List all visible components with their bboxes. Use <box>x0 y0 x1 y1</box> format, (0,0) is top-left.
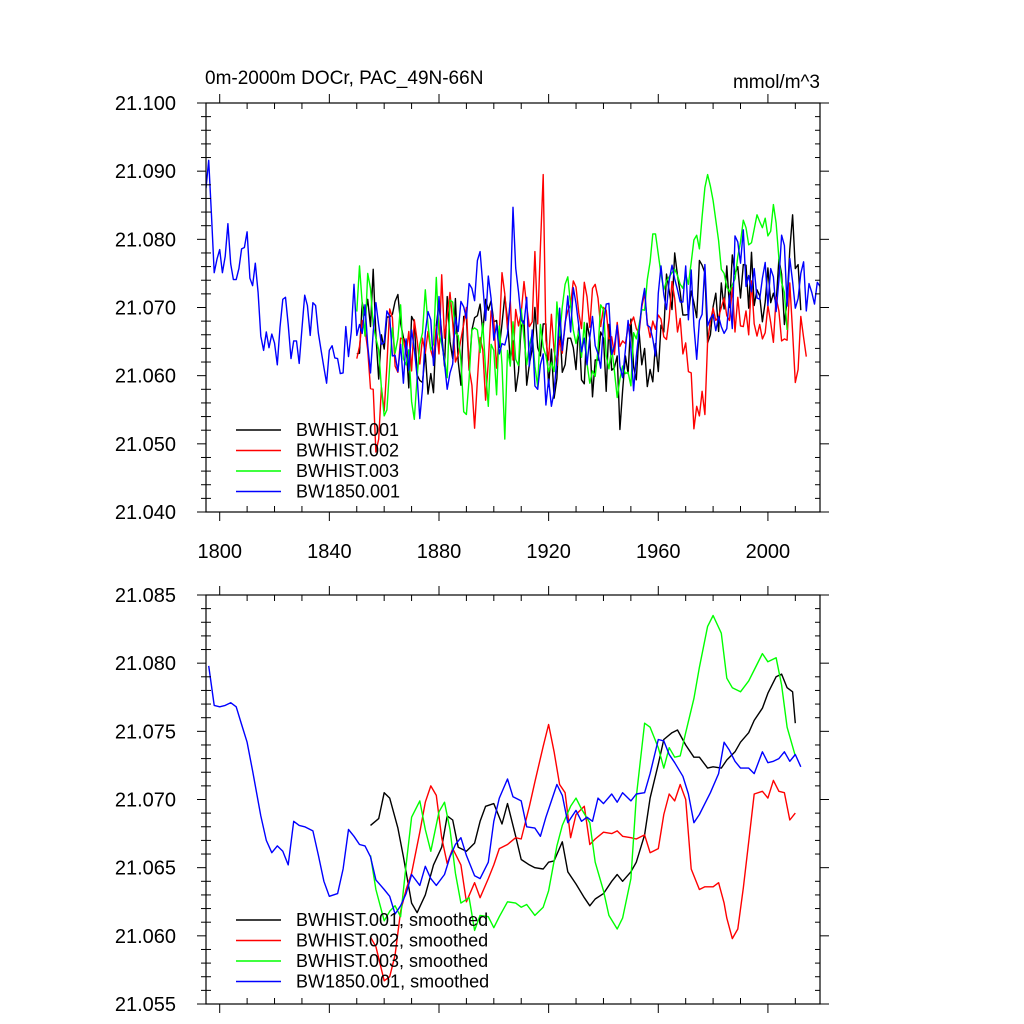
y-tick-label: 21.075 <box>115 721 176 743</box>
x-tick-label: 2000 <box>746 541 791 563</box>
axis-ticks <box>197 586 829 1013</box>
y-tick-label: 21.040 <box>115 502 176 524</box>
series-line-2-2 <box>369 723 796 982</box>
y-tick-label: 21.100 <box>115 93 176 115</box>
units-label: mmol/m^3 <box>733 72 820 93</box>
axis-ticks <box>197 94 829 521</box>
y-tick-label: 21.060 <box>115 926 176 948</box>
series-line-1-4 <box>206 159 820 420</box>
y-tick-label: 21.055 <box>115 994 176 1016</box>
x-tick-label: 1960 <box>636 541 681 563</box>
series-line-2-1 <box>370 673 796 914</box>
y-tick-label: 21.060 <box>115 366 176 388</box>
legend-entry: BW1850.001, smoothed <box>296 972 489 992</box>
legend-entry: BWHIST.003, smoothed <box>296 951 488 971</box>
series-line-2-4 <box>208 665 802 915</box>
x-tick-label: 1880 <box>417 541 462 563</box>
x-tick-label: 1920 <box>526 541 571 563</box>
y-tick-label: 21.065 <box>115 858 176 880</box>
series-line-2-3 <box>369 614 796 932</box>
series-line-1-2 <box>356 173 807 453</box>
y-tick-label: 21.080 <box>115 229 176 251</box>
series-group <box>208 614 802 982</box>
x-tick-label: 1840 <box>307 541 352 563</box>
legend-entry: BW1850.001 <box>296 482 400 502</box>
y-tick-label: 21.090 <box>115 161 176 183</box>
series-group <box>206 159 820 453</box>
legend-entry: BWHIST.002, smoothed <box>296 931 488 951</box>
y-tick-label: 21.070 <box>115 790 176 812</box>
x-tick-label: 1800 <box>197 541 242 563</box>
y-tick-label: 21.085 <box>115 585 176 607</box>
panel-1: 1800 1840 1880 1920 1960 2000 21.040 21.050 21.0… <box>115 68 829 563</box>
y-tick-label: 21.080 <box>115 653 176 675</box>
legend-entry: BWHIST.001, smoothed <box>296 910 488 930</box>
y-tick-label: 21.050 <box>115 434 176 456</box>
y-tick-label: 21.070 <box>115 298 176 320</box>
legend-entry: BWHIST.002 <box>296 441 399 461</box>
chart-title: 0m-2000m DOCr, PAC_49N-66N <box>205 68 483 89</box>
panel-2: 21.055 21.060 21.065 21.070 21.075 21.080 21.0… <box>115 585 829 1016</box>
legend-entry: BWHIST.003 <box>296 461 399 481</box>
legend-entry: BWHIST.001 <box>296 420 399 440</box>
